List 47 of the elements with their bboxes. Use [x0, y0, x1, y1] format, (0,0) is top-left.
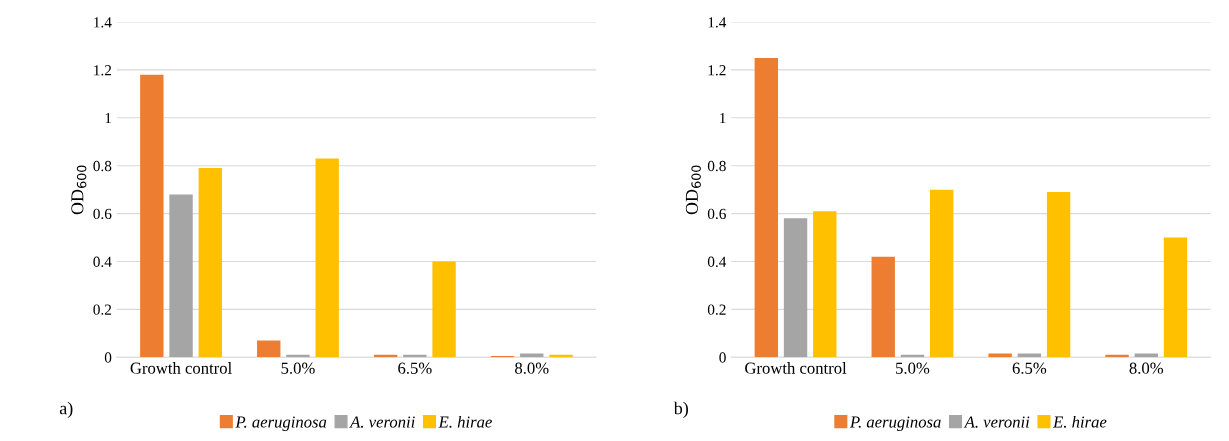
legend-label: P. aeruginosa — [235, 416, 327, 431]
x-tick-label: 6.5% — [398, 362, 432, 374]
y-tick-label: 0.6 — [93, 208, 112, 220]
bar — [1163, 237, 1188, 358]
legend-label: E. hirae — [1052, 415, 1107, 428]
bar — [929, 189, 954, 358]
text: a) — [59, 401, 73, 419]
bar — [315, 158, 339, 358]
legend-label: P. aeruginosa — [849, 416, 941, 431]
y-tick-label: 0 — [104, 352, 112, 363]
x-tick-label: 5.0% — [896, 362, 930, 374]
y-tick-label: 1 — [105, 113, 111, 124]
text: b) — [673, 401, 688, 419]
y-tick-label: 0.4 — [93, 256, 112, 267]
bar — [169, 194, 193, 358]
x-tick-label: 8.0% — [1129, 362, 1164, 374]
bar — [198, 168, 222, 358]
y-tick-label: 1.4 — [94, 17, 112, 28]
x-tick-label: 5.0% — [281, 362, 315, 374]
y-tick-label: 0.2 — [93, 304, 112, 315]
y-tick-label: 0.4 — [707, 256, 727, 267]
y-tick-label: 1.2 — [94, 65, 112, 76]
bar — [783, 218, 808, 358]
x-tick-label: Growth control — [130, 362, 232, 374]
bar — [754, 57, 779, 358]
y-tick-label: 0.8 — [707, 160, 726, 172]
x-tick-label: Growth control — [745, 362, 847, 374]
bar — [813, 211, 837, 358]
y-tick-label: 1.4 — [708, 17, 727, 28]
legend-label: E. hirae — [438, 415, 492, 428]
bar — [432, 261, 456, 358]
y-axis-title: OD$_{600}$ — [71, 165, 87, 215]
bar — [257, 340, 281, 358]
bar — [871, 256, 895, 358]
x-tick-label: 6.5% — [1012, 362, 1047, 374]
y-tick-label: 0 — [719, 352, 726, 363]
y-tick-label: 0.8 — [93, 160, 112, 172]
legend-label: A. veronii — [963, 416, 1030, 428]
x-tick-label: 8.0% — [515, 362, 549, 374]
y-tick-label: 0.2 — [707, 304, 726, 315]
y-axis-title: OD$_{600}$ — [685, 165, 701, 215]
bar — [140, 74, 164, 358]
y-tick-label: 0.6 — [707, 208, 726, 220]
y-tick-label: 1 — [720, 113, 726, 124]
bar — [1046, 192, 1071, 358]
y-tick-label: 1.2 — [708, 65, 726, 76]
legend-label: A. veronii — [349, 416, 415, 428]
